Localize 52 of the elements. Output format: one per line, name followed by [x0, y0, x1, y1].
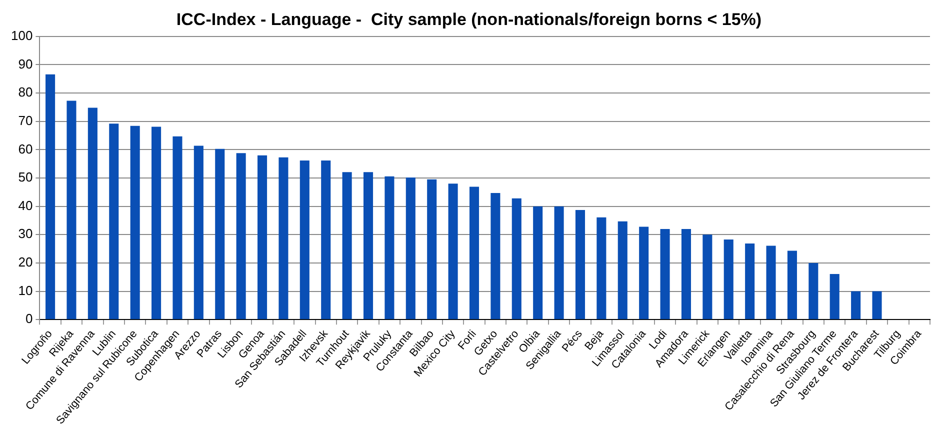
y-tick-label: 40	[18, 198, 33, 213]
y-tick-label: 80	[18, 84, 33, 100]
y-tick-label: 20	[18, 254, 33, 270]
bar	[787, 250, 797, 320]
bar	[533, 206, 543, 320]
bar	[88, 108, 98, 320]
y-tick-label: 50	[18, 170, 33, 185]
bar	[808, 262, 818, 320]
bar	[300, 160, 310, 320]
bar	[130, 126, 140, 320]
bar	[427, 179, 437, 320]
y-tick-label: 70	[18, 112, 33, 128]
bar	[724, 239, 734, 320]
bar	[215, 148, 225, 320]
bar	[66, 100, 76, 320]
bar	[554, 206, 564, 320]
bar	[872, 291, 882, 320]
bar	[512, 198, 522, 320]
y-tick-label: 0	[25, 311, 33, 326]
bar	[618, 221, 628, 320]
bar	[236, 153, 246, 320]
y-tick-label: 10	[18, 282, 33, 298]
bar	[321, 160, 331, 320]
bar	[363, 172, 374, 320]
bar	[406, 177, 416, 320]
bar	[639, 226, 649, 320]
bar	[172, 136, 182, 320]
bar	[766, 246, 776, 320]
bar	[490, 193, 500, 320]
bar	[660, 229, 670, 320]
bar	[596, 217, 606, 320]
bar	[830, 274, 840, 320]
y-tick-label: 60	[18, 141, 33, 156]
bar	[469, 186, 480, 320]
bar	[745, 243, 755, 320]
bar	[575, 210, 586, 320]
y-tick-label: 90	[18, 56, 33, 72]
bar	[194, 146, 204, 320]
y-tick-label: 100	[10, 28, 33, 43]
bar	[681, 229, 691, 320]
y-tick-label: 30	[18, 226, 33, 242]
bar	[384, 176, 394, 320]
bar	[258, 155, 268, 320]
chart-title: ICC-Index - Language - City sample (non-nationals/foreign borns < 15%)	[176, 10, 762, 29]
bar	[109, 124, 119, 320]
bar	[152, 126, 162, 320]
bar	[448, 184, 458, 320]
bar	[702, 234, 712, 320]
bar	[46, 74, 56, 320]
bar	[851, 291, 861, 320]
bar	[278, 157, 288, 320]
bar	[342, 172, 352, 320]
